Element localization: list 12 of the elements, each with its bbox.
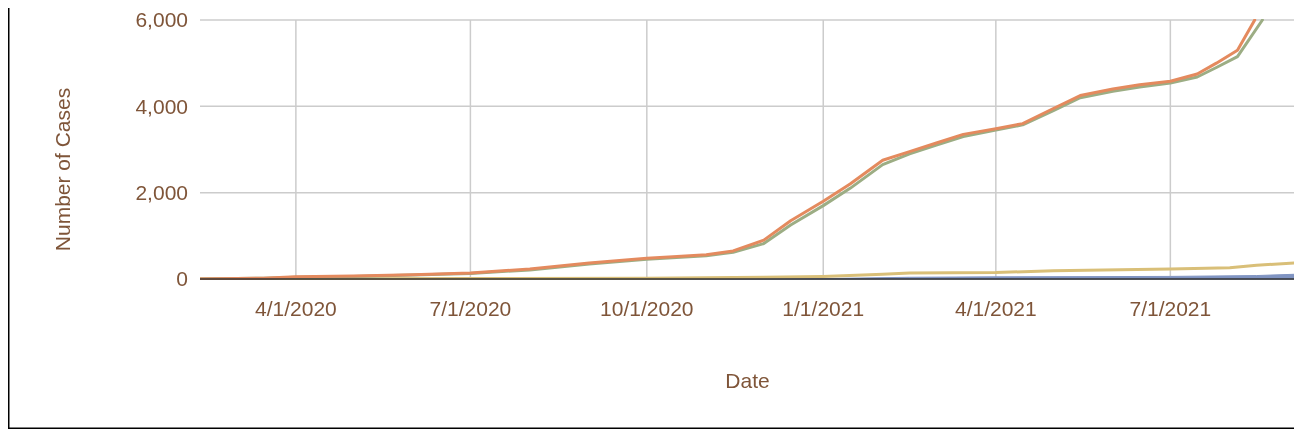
- x-tick-label: 10/1/2020: [600, 297, 694, 320]
- x-tick-label: 7/1/2021: [1129, 297, 1212, 320]
- x-tick-label: 7/1/2020: [429, 297, 512, 320]
- y-tick-label: 0: [176, 267, 188, 291]
- x-tick-label: 4/1/2020: [255, 297, 337, 320]
- y-tick-label: 2,000: [135, 181, 188, 205]
- x-tick-label: 1/1/2021: [782, 297, 865, 320]
- x-axis-title: Date: [725, 369, 770, 392]
- x-tick-label: 4/1/2021: [954, 297, 1037, 320]
- y-tick-label: 4,000: [135, 94, 188, 118]
- y-axis-title: Number of Cases: [51, 87, 74, 252]
- y-tick-label: 6,000: [135, 8, 188, 32]
